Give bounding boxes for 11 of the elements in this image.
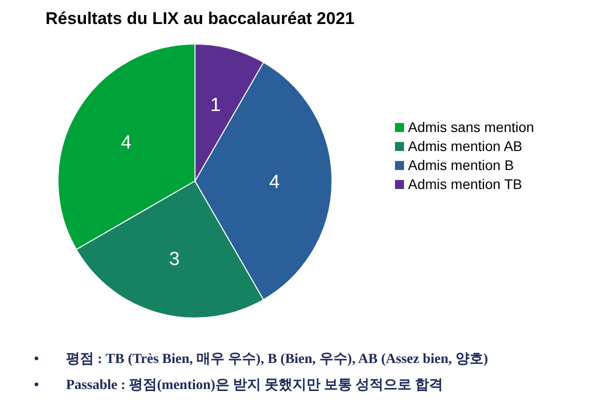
text: • 평점 : TB (Très Bien, 매우 우수), B (Bien, 우수), AB (Assez bien, 양호)	[34, 352, 488, 367]
legend-label: Admis mention AB	[408, 138, 522, 154]
data-label: 1	[210, 95, 221, 116]
data-label: 4	[269, 172, 280, 193]
legend-label: Admis mention B	[408, 157, 514, 173]
data-label: 4	[120, 132, 132, 154]
chart-title: Résultats du LIX au baccalauréat 2021	[46, 9, 354, 28]
data-label: 3	[169, 248, 180, 270]
text: • Passable : 평점(mention)은 받지 못했지만 보통 성적으로 합격	[34, 378, 443, 393]
legend-label: Admis mention TB	[408, 176, 522, 192]
legend-label: Admis sans mention	[408, 119, 534, 135]
